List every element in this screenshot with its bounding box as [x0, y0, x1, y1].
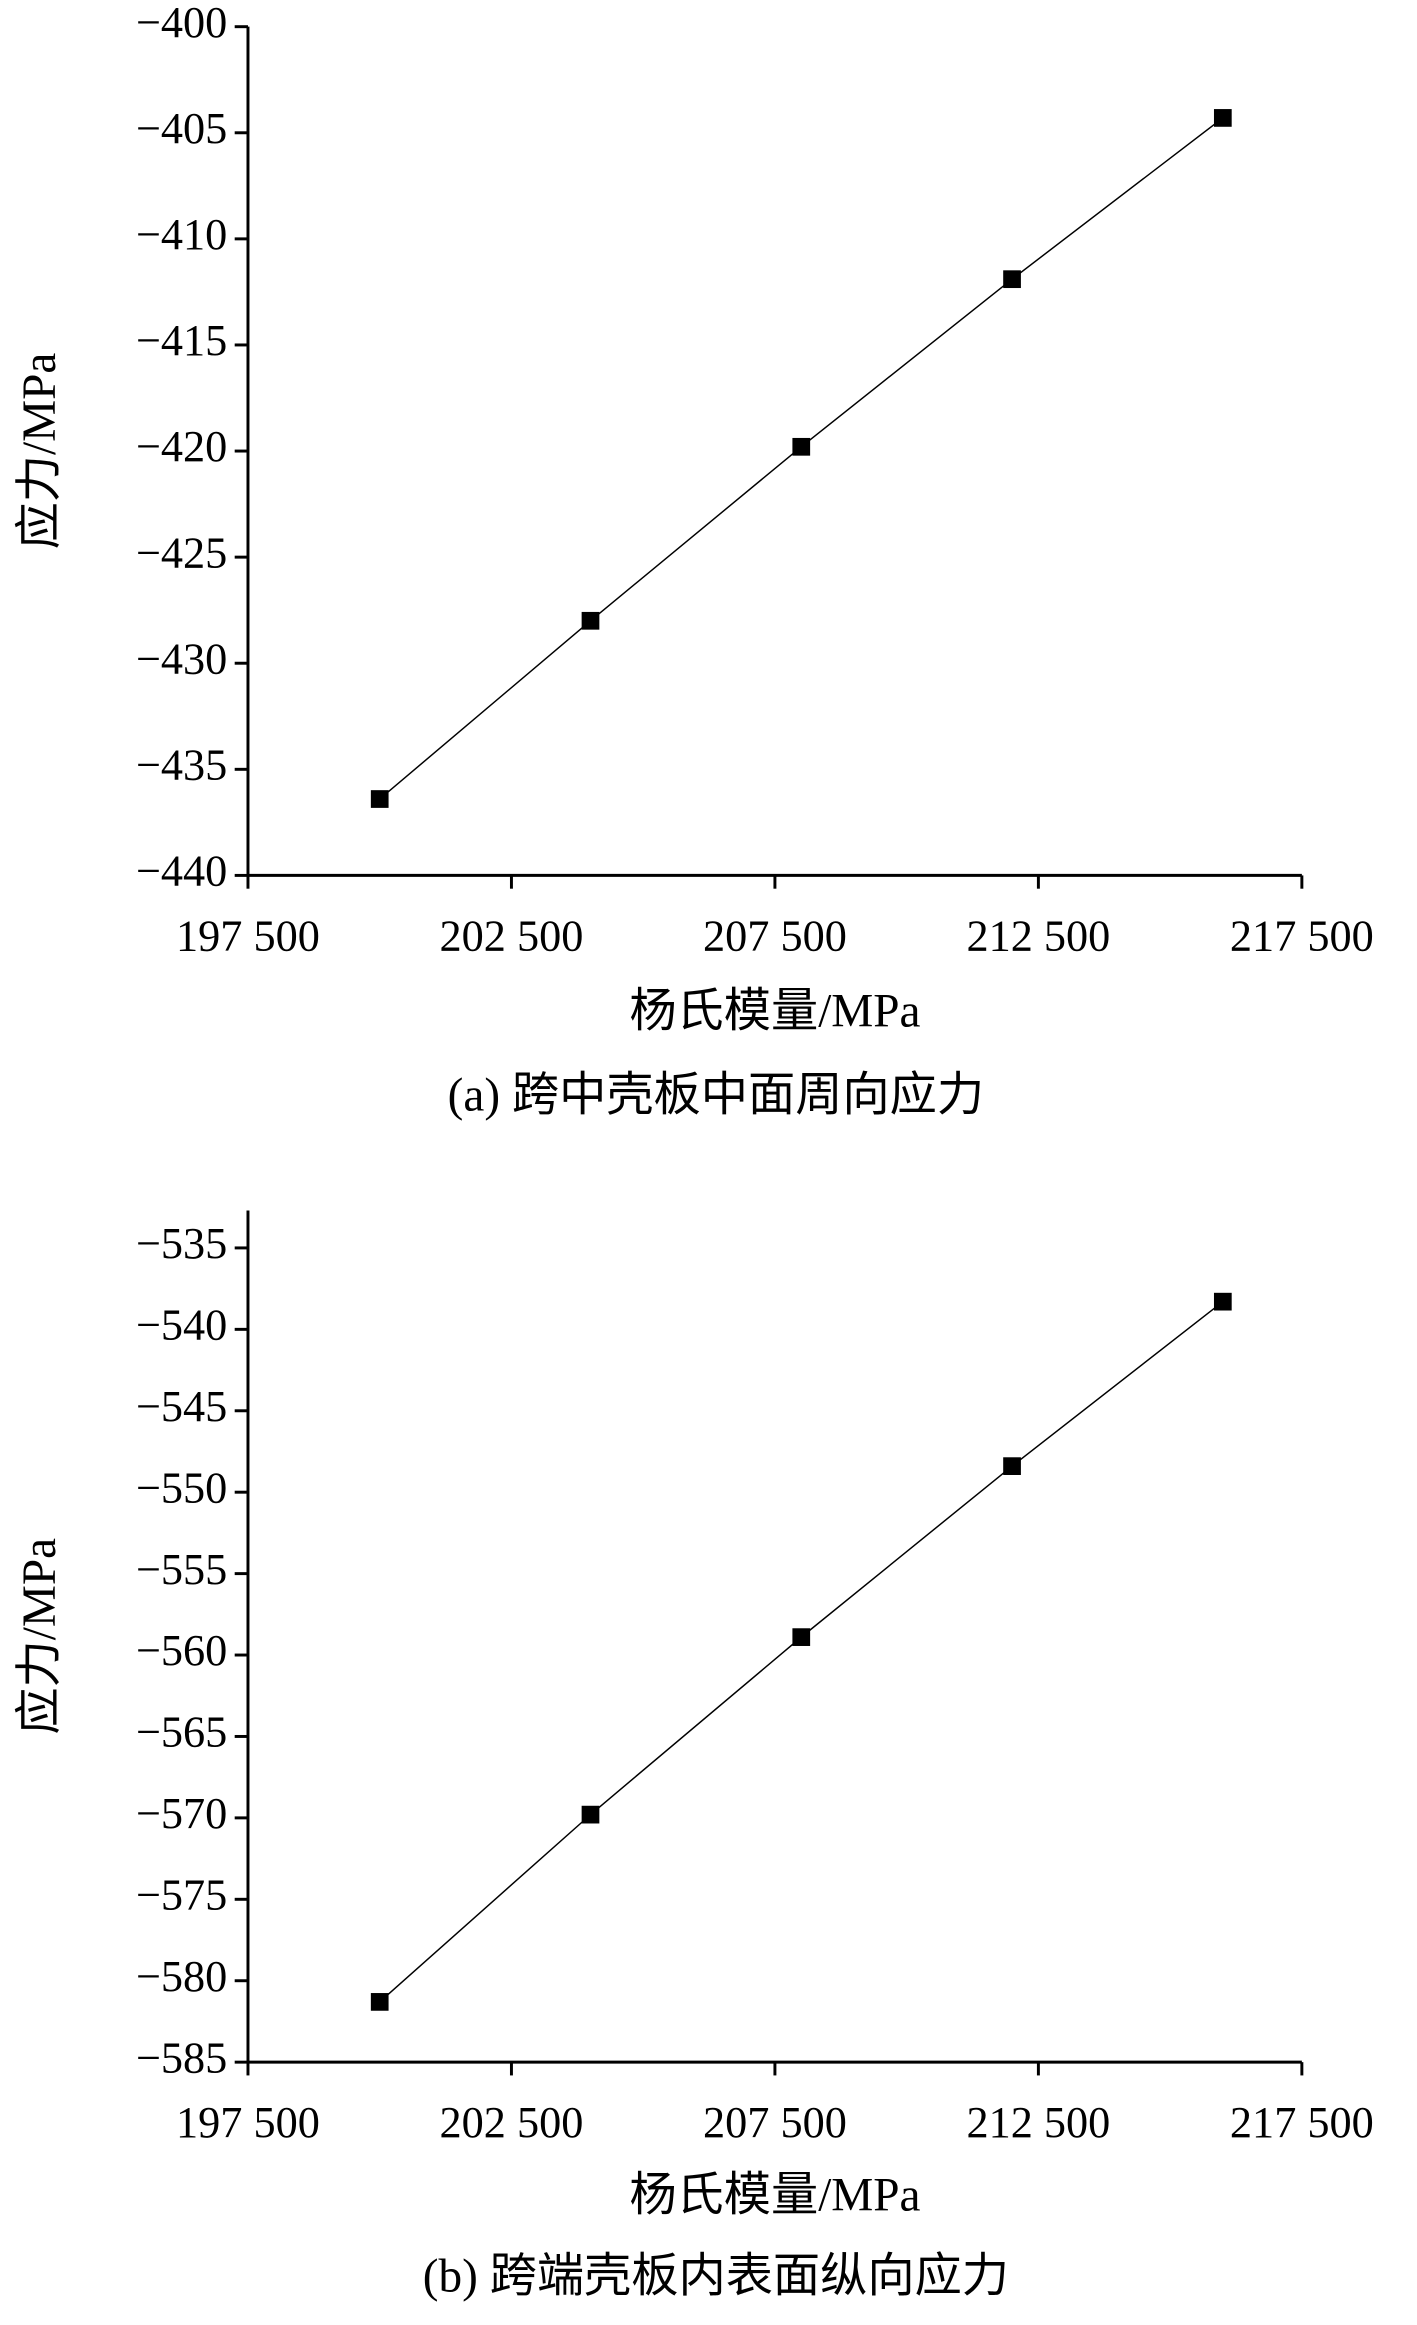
- x-tick-label: 207 500: [703, 2098, 847, 2147]
- x-tick-label: 197 500: [176, 2098, 320, 2147]
- data-point: [1003, 270, 1021, 289]
- y-tick-label: −585: [136, 2033, 227, 2082]
- y-tick-label: −545: [136, 1382, 227, 1431]
- y-tick-label: −410: [136, 210, 227, 259]
- caption: (b) 跨端壳板内表面纵向应力: [423, 2250, 1009, 2302]
- y-tick-label: −440: [136, 847, 227, 896]
- x-tick-label: 212 500: [966, 912, 1110, 961]
- caption: (a) 跨中壳板中面周向应力: [448, 1070, 984, 1122]
- y-tick-label: −400: [136, 0, 227, 47]
- y-tick-label: −570: [136, 1789, 227, 1838]
- y-tick-label: −560: [136, 1626, 227, 1675]
- data-point: [1213, 109, 1232, 127]
- x-axis-label: 杨氏模量/MPa: [629, 985, 920, 1037]
- x-tick-label: 217 500: [1230, 912, 1374, 961]
- y-tick-label: −575: [136, 1870, 227, 1919]
- data-point: [370, 790, 389, 808]
- data-point: [792, 1628, 811, 1646]
- y-tick-label: −405: [136, 104, 227, 153]
- y-tick-label: −415: [136, 316, 227, 365]
- y-tick-label: −435: [136, 740, 227, 789]
- y-tick-label: −430: [136, 634, 227, 683]
- y-tick-label: −420: [136, 422, 227, 471]
- y-tick-label: −425: [136, 528, 227, 577]
- data-point: [1213, 1292, 1232, 1311]
- x-tick-label: 197 500: [176, 912, 320, 961]
- x-tick-label: 207 500: [703, 912, 847, 961]
- data-point: [581, 611, 600, 630]
- data-point: [792, 437, 811, 456]
- data-point: [1003, 1457, 1021, 1475]
- x-tick-label: 202 500: [440, 912, 584, 961]
- y-axis-label: 应力/MPa: [14, 353, 66, 550]
- data-line: [379, 1301, 1224, 2003]
- data-point: [370, 1993, 389, 2011]
- y-axis-label: 应力/MPa: [14, 1538, 66, 1735]
- x-tick-label: 202 500: [440, 2098, 584, 2147]
- y-tick-label: −555: [136, 1545, 227, 1594]
- data-point: [581, 1805, 600, 1824]
- x-axis-label: 杨氏模量/MPa: [629, 2169, 920, 2221]
- y-tick-label: −550: [136, 1463, 227, 1512]
- y-tick-label: −580: [136, 1952, 227, 2001]
- x-tick-label: 217 500: [1230, 2098, 1374, 2147]
- y-tick-label: −540: [136, 1301, 227, 1350]
- y-tick-label: −565: [136, 1708, 227, 1757]
- data-line: [379, 117, 1224, 800]
- y-tick-label: −535: [136, 1219, 227, 1268]
- x-tick-label: 212 500: [966, 2098, 1110, 2147]
